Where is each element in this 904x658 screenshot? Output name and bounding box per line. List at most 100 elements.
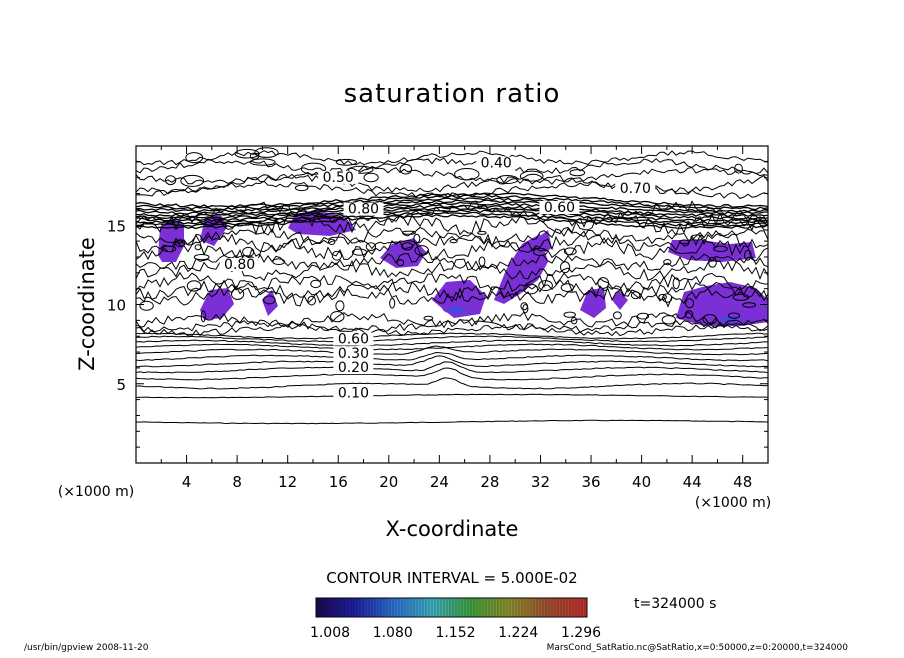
colorbar-label: 1.224 (498, 625, 538, 641)
contour-cell (351, 248, 368, 256)
contour-cell (523, 283, 539, 295)
fill-region (668, 240, 756, 262)
contour-cell (331, 250, 342, 261)
contour-cell (563, 247, 577, 256)
contour-line (136, 393, 768, 399)
contour-line (136, 237, 768, 262)
colorbar-label: 1.152 (435, 625, 475, 641)
contour-cell (186, 280, 202, 292)
chart-title: saturation ratio (344, 79, 561, 109)
contour-line (136, 157, 768, 175)
footer-right: MarsCond_SatRatio.nc@SatRatio,x=0:50000,… (547, 643, 849, 653)
fill-region (380, 238, 426, 268)
contour-label: 0.10 (338, 385, 369, 401)
contour-cell (613, 311, 622, 320)
contour-line (136, 201, 768, 218)
contour-cell (180, 174, 205, 187)
y-axis-label: Z-coordinate (75, 237, 99, 371)
contour-cell (263, 295, 276, 305)
contour-line (136, 319, 768, 333)
contour-labels: 0.400.500.700.600.800.800.600.300.200.10 (219, 156, 656, 401)
contour-line (136, 367, 768, 381)
contour-cell (569, 169, 586, 177)
x-tick-label: 20 (379, 473, 398, 491)
contour-line (136, 335, 768, 343)
colorbar-label: 1.008 (310, 625, 350, 641)
contour-label-bg (615, 181, 656, 195)
time-label: t=324000 s (634, 596, 716, 612)
contour-cell (662, 293, 673, 303)
contour-cell (597, 277, 610, 289)
contour-cell (519, 170, 544, 182)
contour-interval: CONTOUR INTERVAL = 5.000E-02 (326, 569, 577, 587)
x-tick-label: 12 (278, 473, 297, 491)
contour-cell (570, 317, 578, 325)
contour-cell (690, 234, 704, 241)
contour-cell (560, 261, 571, 274)
contour-line (136, 323, 768, 337)
contour-line (136, 355, 768, 368)
contour-line (136, 343, 768, 351)
contour-label-bg (333, 332, 374, 346)
contour-cell (560, 283, 574, 293)
x-tick-label: 16 (329, 473, 348, 491)
contour-label-bg (343, 202, 384, 216)
contour-label: 0.40 (481, 156, 512, 172)
fill-core (442, 302, 470, 314)
contour-label: 0.80 (224, 257, 255, 273)
contour-cell (396, 259, 405, 267)
contour-label-bg (476, 156, 517, 170)
contour-line (136, 209, 768, 225)
contour-cell (330, 311, 345, 323)
contour-cell (363, 172, 379, 183)
contour-cell (477, 230, 487, 235)
contour-cell (185, 152, 204, 164)
contour-cell (310, 279, 322, 289)
contour-line (136, 345, 768, 356)
contour-cell (294, 184, 309, 192)
fill-region (494, 234, 548, 304)
contour-cell (365, 242, 377, 252)
contour-cell (520, 302, 529, 311)
x-tick-label: 32 (531, 473, 550, 491)
contour-cell (335, 158, 357, 166)
contour-line (136, 150, 768, 166)
contour-line (136, 200, 768, 228)
contour-cell (732, 293, 750, 301)
x-tick-label: 24 (430, 473, 449, 491)
contour-line (136, 419, 768, 425)
x-tick-label: 40 (632, 473, 651, 491)
contour-cell (139, 300, 154, 311)
fill-region (200, 288, 234, 320)
y-tick-label: 10 (107, 297, 126, 315)
contour-line (136, 206, 768, 223)
contour-line (136, 339, 768, 347)
colorbar-labels: 1.008 1.080 1.152 1.224 1.296 (310, 625, 601, 641)
contour-cell (742, 302, 757, 308)
contour-cell (637, 312, 650, 320)
contour-line (136, 211, 768, 228)
contour-label: 0.70 (620, 181, 651, 197)
contour-cell (672, 277, 680, 290)
colorbar (315, 597, 588, 618)
contour-cell (727, 312, 741, 319)
contour-label-bg (539, 200, 580, 214)
contour-line (136, 311, 768, 329)
contour-label-bg (333, 361, 374, 375)
contour-cell (194, 244, 202, 251)
contour-cell (496, 175, 519, 184)
contour-cell (449, 239, 458, 244)
contour-cell (679, 239, 690, 245)
contour-cell (744, 249, 752, 261)
contour-cell (401, 230, 416, 235)
x-tick-label: 4 (182, 473, 192, 491)
contour-label-bg (333, 346, 374, 360)
contour-line (136, 351, 768, 362)
contour-cell (708, 256, 717, 268)
contour-line (136, 180, 768, 200)
contour-cell (200, 310, 206, 323)
contour-cell (423, 315, 434, 321)
contour-cell (328, 238, 336, 245)
contour-label: 0.20 (338, 360, 369, 376)
contour-cell (234, 148, 260, 159)
